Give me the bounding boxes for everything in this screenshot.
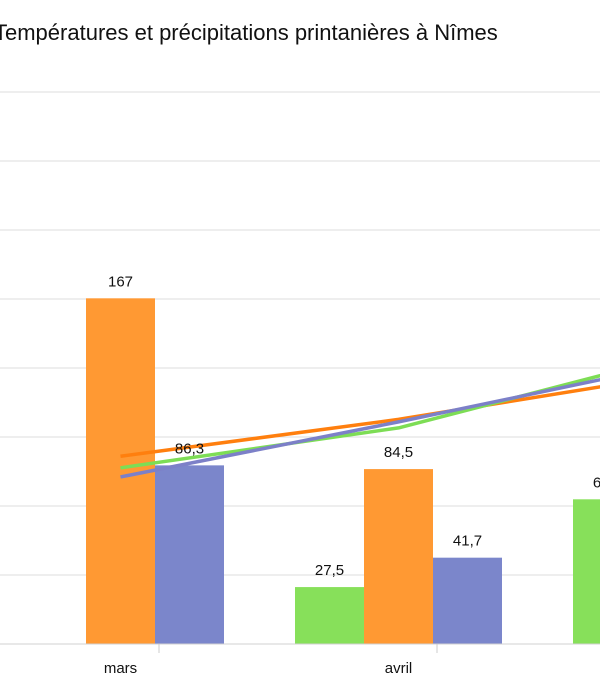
data-label: 84,5 (384, 444, 413, 461)
data-label: 167 (108, 273, 133, 290)
data-label: 86,3 (175, 440, 204, 457)
data-label: 69,9 (593, 474, 600, 491)
bar (573, 499, 600, 644)
x-axis: marsavrilmai (0, 643, 600, 677)
bar (433, 557, 502, 644)
chart-title: Températures et précipitations printaniè… (0, 20, 498, 45)
bar (295, 587, 364, 644)
bars (86, 298, 600, 644)
data-label: 27,5 (315, 562, 344, 579)
bar (364, 469, 433, 644)
series-line (120, 385, 600, 458)
trend-lines (120, 373, 600, 479)
bar (155, 465, 224, 644)
x-tick-label: mars (104, 660, 137, 677)
series-line (120, 373, 600, 470)
data-label: 41,7 (453, 533, 482, 550)
x-tick-label: avril (385, 660, 413, 677)
series-line (120, 377, 600, 479)
